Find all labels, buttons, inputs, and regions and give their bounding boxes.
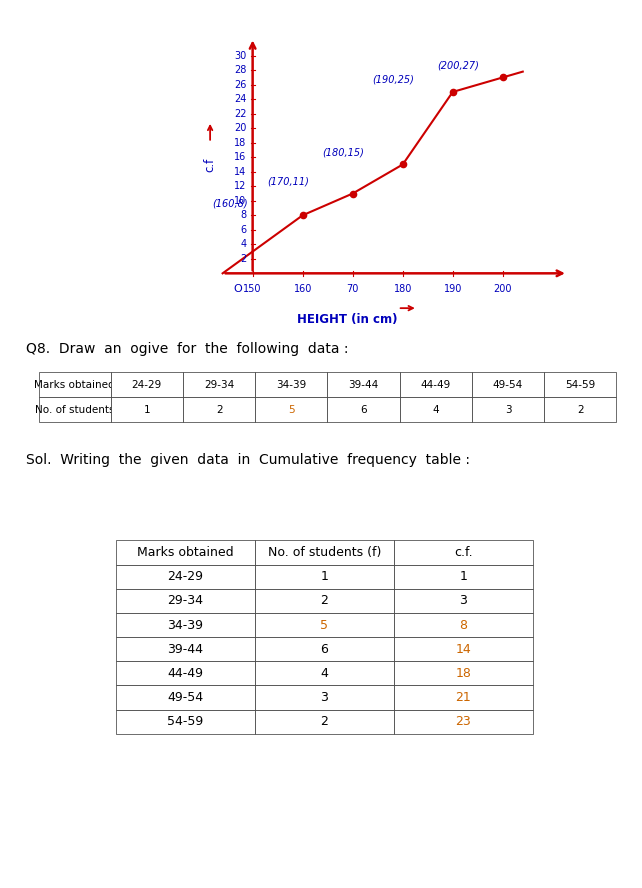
Text: 180: 180 <box>394 284 412 294</box>
Text: 12: 12 <box>234 181 247 191</box>
Text: 10: 10 <box>234 195 247 206</box>
Text: c.f: c.f <box>204 157 216 171</box>
Text: 160: 160 <box>293 284 312 294</box>
Text: O: O <box>233 284 242 294</box>
Text: 190: 190 <box>444 284 462 294</box>
Text: Sol.  Writing  the  given  data  in  Cumulative  frequency  table :: Sol. Writing the given data in Cumulativ… <box>26 453 470 467</box>
Text: 70: 70 <box>347 284 359 294</box>
Text: 200: 200 <box>494 284 512 294</box>
Text: (170,11): (170,11) <box>268 176 309 186</box>
Text: 28: 28 <box>234 65 247 75</box>
Text: 4: 4 <box>241 239 247 250</box>
Text: 24: 24 <box>234 94 247 104</box>
Text: 22: 22 <box>234 108 247 119</box>
Text: HEIGHT (in cm): HEIGHT (in cm) <box>297 313 398 326</box>
Text: (200,27): (200,27) <box>438 60 480 70</box>
Text: (180,15): (180,15) <box>323 147 365 157</box>
Text: 6: 6 <box>241 225 247 234</box>
Text: 20: 20 <box>234 123 247 133</box>
Text: 14: 14 <box>234 167 247 177</box>
Text: 18: 18 <box>234 138 247 147</box>
Text: 8: 8 <box>241 210 247 220</box>
Text: 30: 30 <box>234 51 247 60</box>
Text: 150: 150 <box>243 284 262 294</box>
Text: Q8.  Draw  an  ogive  for  the  following  data :: Q8. Draw an ogive for the following data… <box>26 342 348 356</box>
Text: 16: 16 <box>234 152 247 163</box>
Text: 26: 26 <box>234 80 247 90</box>
Text: (190,25): (190,25) <box>373 75 415 84</box>
Text: (160,8): (160,8) <box>213 198 248 208</box>
Text: 2: 2 <box>240 254 247 264</box>
